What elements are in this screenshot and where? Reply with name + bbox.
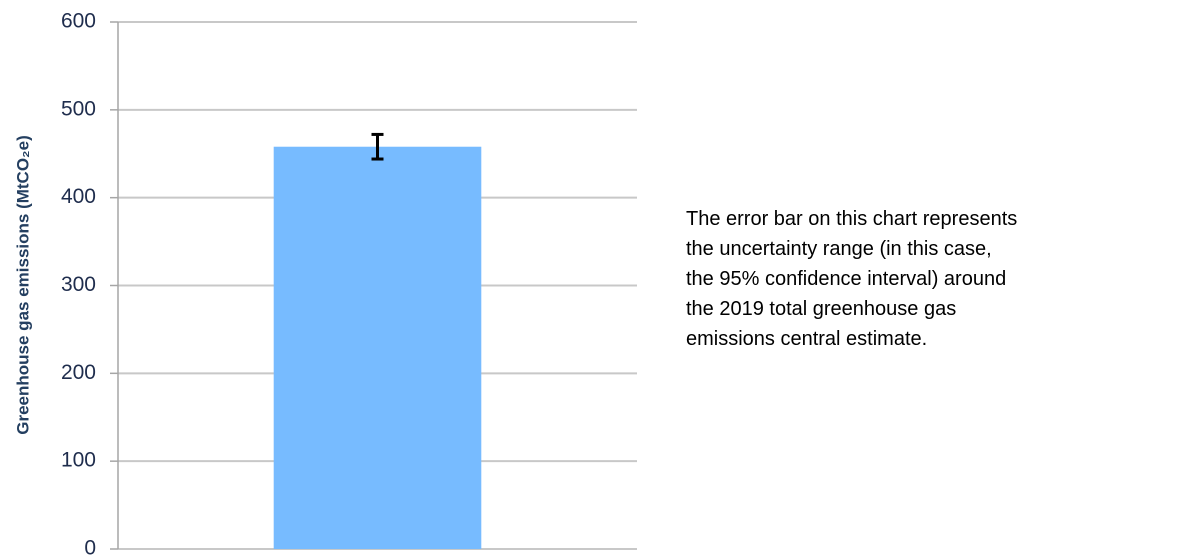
annotation-line: the 2019 total greenhouse gas	[686, 298, 956, 320]
y-tick-label: 500	[61, 97, 96, 120]
annotation-line: emissions central estimate.	[686, 328, 927, 350]
error-bar	[371, 132, 384, 161]
y-tick-label: 200	[61, 361, 96, 384]
y-tick-label: 600	[61, 10, 96, 33]
bar	[273, 146, 482, 549]
annotation-line: the uncertainty range (in this case,	[686, 238, 992, 260]
y-axis-label: Greenhouse gas emissions (MtCO₂e)	[13, 135, 32, 434]
y-tick-label: 0	[84, 537, 96, 559]
annotation-line: the 95% confidence interval) around	[686, 268, 1006, 290]
y-tick-label: 300	[61, 273, 96, 296]
y-tick-label: 100	[61, 449, 96, 472]
annotation-line: The error bar on this chart represents	[686, 208, 1017, 230]
y-tick-label: 400	[61, 185, 96, 208]
